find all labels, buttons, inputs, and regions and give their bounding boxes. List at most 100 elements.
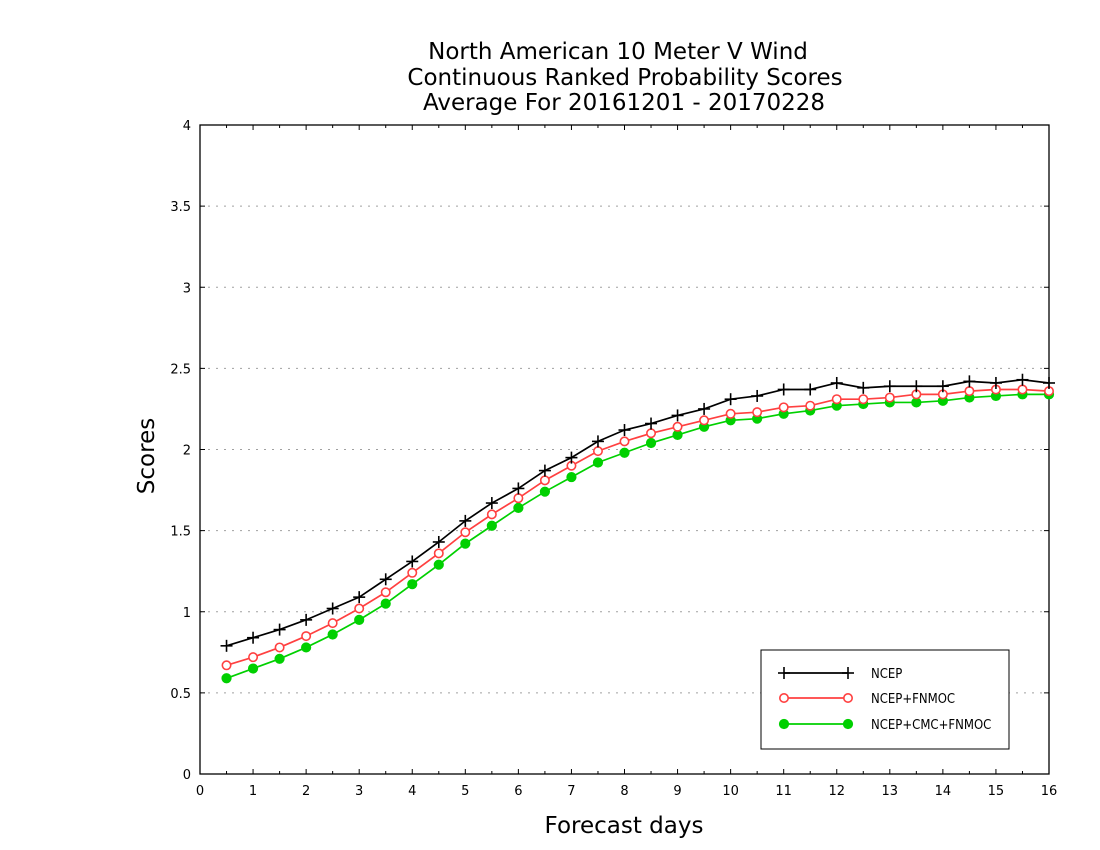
data-point-0-9 xyxy=(459,514,472,527)
y-tick-label-4: 2 xyxy=(183,444,191,459)
y-tick-label-2: 1 xyxy=(183,606,191,621)
data-point-2-12 xyxy=(539,486,551,497)
legend-item-0: NCEP xyxy=(778,667,902,682)
data-point-0-10 xyxy=(485,497,498,510)
x-tick-label-11: 11 xyxy=(775,784,792,799)
data-point-0-23 xyxy=(830,376,843,389)
data-point-1-6 xyxy=(380,587,391,598)
x-tick-label-7: 7 xyxy=(567,784,575,799)
legend-item-1: NCEP+FNMOC xyxy=(778,692,955,707)
data-point-2-2 xyxy=(274,653,285,664)
data-point-0-17 xyxy=(671,409,684,422)
data-point-0-15 xyxy=(618,424,631,437)
data-point-0-27 xyxy=(936,380,949,393)
x-tick-label-2: 2 xyxy=(302,784,310,799)
series-layer xyxy=(220,373,1055,684)
legend-label-2: NCEP+CMC+FNMOC xyxy=(871,718,991,733)
data-point-2-10 xyxy=(486,520,497,531)
legend-label-0: NCEP xyxy=(871,667,902,682)
legend-marker-right-2 xyxy=(842,718,854,730)
axes: 0 1 2 3 4 5 6 7 8 9 10 11 12 13 14 15 1600.511.522.533.5… xyxy=(170,119,1057,799)
data-point-0-0 xyxy=(220,639,233,652)
data-point-0-21 xyxy=(777,383,790,396)
data-point-0-25 xyxy=(883,380,896,393)
chart-title: North American 10 Meter V Wind Continuou… xyxy=(407,39,842,116)
data-point-1-0 xyxy=(221,660,232,671)
data-point-2-13 xyxy=(566,471,577,483)
data-point-0-1 xyxy=(247,631,260,644)
data-point-2-0 xyxy=(221,673,232,684)
y-tick-label-7: 3.5 xyxy=(170,200,191,215)
legend-marker-left-1 xyxy=(778,692,789,703)
data-point-0-4 xyxy=(326,602,339,615)
data-point-1-24 xyxy=(858,394,869,405)
data-point-0-19 xyxy=(724,393,737,406)
data-point-1-9 xyxy=(460,527,471,538)
data-point-0-28 xyxy=(963,375,976,388)
data-point-1-18 xyxy=(699,415,710,426)
data-point-2-4 xyxy=(327,629,338,640)
series-2 xyxy=(221,389,1055,684)
legend-item-2: NCEP+CMC+FNMOC xyxy=(778,718,991,733)
data-point-1-8 xyxy=(433,548,444,559)
y-tick-label-8: 4 xyxy=(183,119,191,134)
data-point-1-14 xyxy=(592,446,603,457)
data-point-1-12 xyxy=(539,475,550,486)
data-point-0-11 xyxy=(512,482,525,495)
x-tick-label-16: 16 xyxy=(1041,784,1058,799)
legend-marker-left-0 xyxy=(778,667,790,679)
data-point-0-7 xyxy=(406,555,419,568)
series-line-0 xyxy=(226,378,1050,647)
chart-title-line-1: North American 10 Meter V Wind xyxy=(428,39,808,65)
x-tick-label-8: 8 xyxy=(620,784,628,799)
data-point-2-15 xyxy=(619,447,630,458)
x-tick-label-4: 4 xyxy=(408,784,416,799)
data-point-1-7 xyxy=(407,567,418,578)
data-point-1-21 xyxy=(778,402,789,413)
x-tick-label-15: 15 xyxy=(988,784,1005,799)
x-tick-label-6: 6 xyxy=(514,784,522,799)
legend-marker-right-1 xyxy=(842,692,853,703)
x-tick-label-5: 5 xyxy=(461,784,469,799)
data-point-1-19 xyxy=(725,408,736,419)
x-tick-label-3: 3 xyxy=(355,784,363,799)
data-point-0-18 xyxy=(698,402,711,415)
data-point-1-17 xyxy=(672,421,683,432)
data-point-0-5 xyxy=(353,591,366,604)
data-point-1-2 xyxy=(274,642,285,653)
data-point-1-10 xyxy=(486,509,497,520)
data-point-2-3 xyxy=(301,642,312,653)
legend-marker-right-0 xyxy=(842,667,854,679)
data-point-0-16 xyxy=(645,417,658,430)
data-point-0-20 xyxy=(751,389,764,402)
chart-title-line-2: Continuous Ranked Probability Scores xyxy=(407,65,842,91)
legend-label-1: NCEP+FNMOC xyxy=(871,692,955,707)
x-axis-label: Forecast days xyxy=(545,813,704,839)
x-tick-label-9: 9 xyxy=(673,784,681,799)
x-tick-label-13: 13 xyxy=(882,784,899,799)
data-point-1-3 xyxy=(301,631,312,642)
data-point-0-2 xyxy=(273,623,286,636)
data-point-2-9 xyxy=(460,538,471,549)
data-point-0-29 xyxy=(989,376,1002,389)
y-tick-label-5: 2.5 xyxy=(170,362,191,377)
x-tick-label-1: 1 xyxy=(249,784,257,799)
data-point-1-16 xyxy=(646,428,657,439)
data-point-1-23 xyxy=(831,394,842,405)
y-tick-label-3: 1.5 xyxy=(170,525,191,540)
data-point-2-14 xyxy=(592,457,604,468)
y-axis-label: Scores xyxy=(134,418,160,494)
data-point-2-8 xyxy=(433,559,444,570)
data-point-1-20 xyxy=(752,407,763,418)
data-point-0-3 xyxy=(300,613,313,626)
legend-marker-left-2 xyxy=(778,718,790,730)
y-tick-label-0: 0 xyxy=(183,768,191,783)
data-point-1-30 xyxy=(1017,384,1028,395)
data-point-0-30 xyxy=(1016,373,1029,386)
data-point-2-11 xyxy=(513,502,524,514)
data-point-1-4 xyxy=(327,618,338,629)
y-tick-label-1: 0.5 xyxy=(170,687,191,702)
series-line-1 xyxy=(226,388,1050,667)
data-point-2-16 xyxy=(645,437,657,449)
chart-title-line-3: Average For 20161201 - 20170228 xyxy=(423,90,825,116)
